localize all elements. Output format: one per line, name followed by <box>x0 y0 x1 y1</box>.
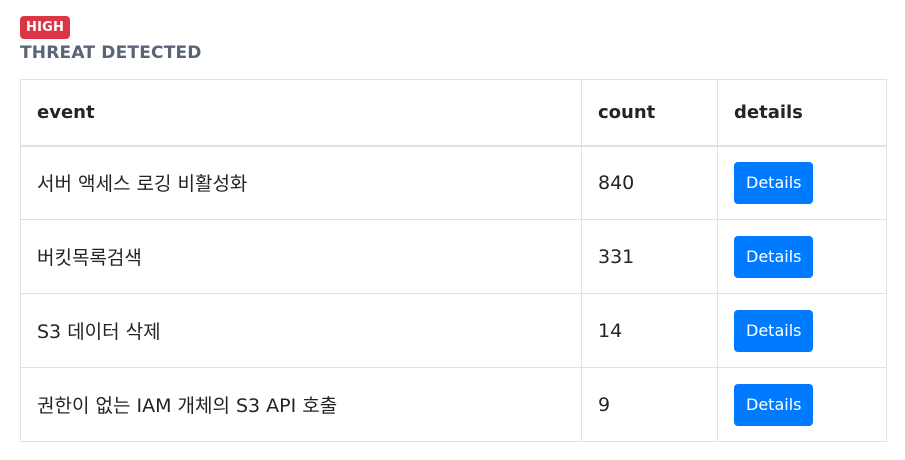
column-header-event: event <box>20 79 582 147</box>
details-cell: Details <box>717 367 887 442</box>
details-button[interactable]: Details <box>734 309 814 352</box>
event-cell: 서버 액세스 로깅 비활성화 <box>20 145 582 220</box>
event-cell: 버킷목록검색 <box>20 219 582 294</box>
table-row: 버킷목록검색 331 Details <box>20 219 887 294</box>
table-row: 권한이 없는 IAM 개체의 S3 API 호출 9 Details <box>20 367 887 442</box>
column-header-details: details <box>717 79 887 147</box>
column-header-count: count <box>581 79 718 147</box>
details-button[interactable]: Details <box>734 235 814 278</box>
count-cell: 840 <box>581 145 718 220</box>
details-button[interactable]: Details <box>734 161 814 204</box>
count-cell: 9 <box>581 367 718 442</box>
details-button[interactable]: Details <box>734 383 814 426</box>
count-cell: 14 <box>581 293 718 368</box>
severity-badge: HIGH <box>20 16 71 39</box>
event-cell: S3 데이터 삭제 <box>20 293 582 368</box>
count-cell: 331 <box>581 219 718 294</box>
panel-heading: THREAT DETECTED <box>20 43 202 63</box>
table-row: 서버 액세스 로깅 비활성화 840 Details <box>20 145 887 220</box>
table-header-row: event count details <box>20 79 887 147</box>
details-cell: Details <box>717 145 887 220</box>
details-cell: Details <box>717 293 887 368</box>
event-cell: 권한이 없는 IAM 개체의 S3 API 호출 <box>20 367 582 442</box>
table-row: S3 데이터 삭제 14 Details <box>20 293 887 368</box>
events-table: event count details 서버 액세스 로깅 비활성화 840 D… <box>20 79 887 442</box>
details-cell: Details <box>717 219 887 294</box>
